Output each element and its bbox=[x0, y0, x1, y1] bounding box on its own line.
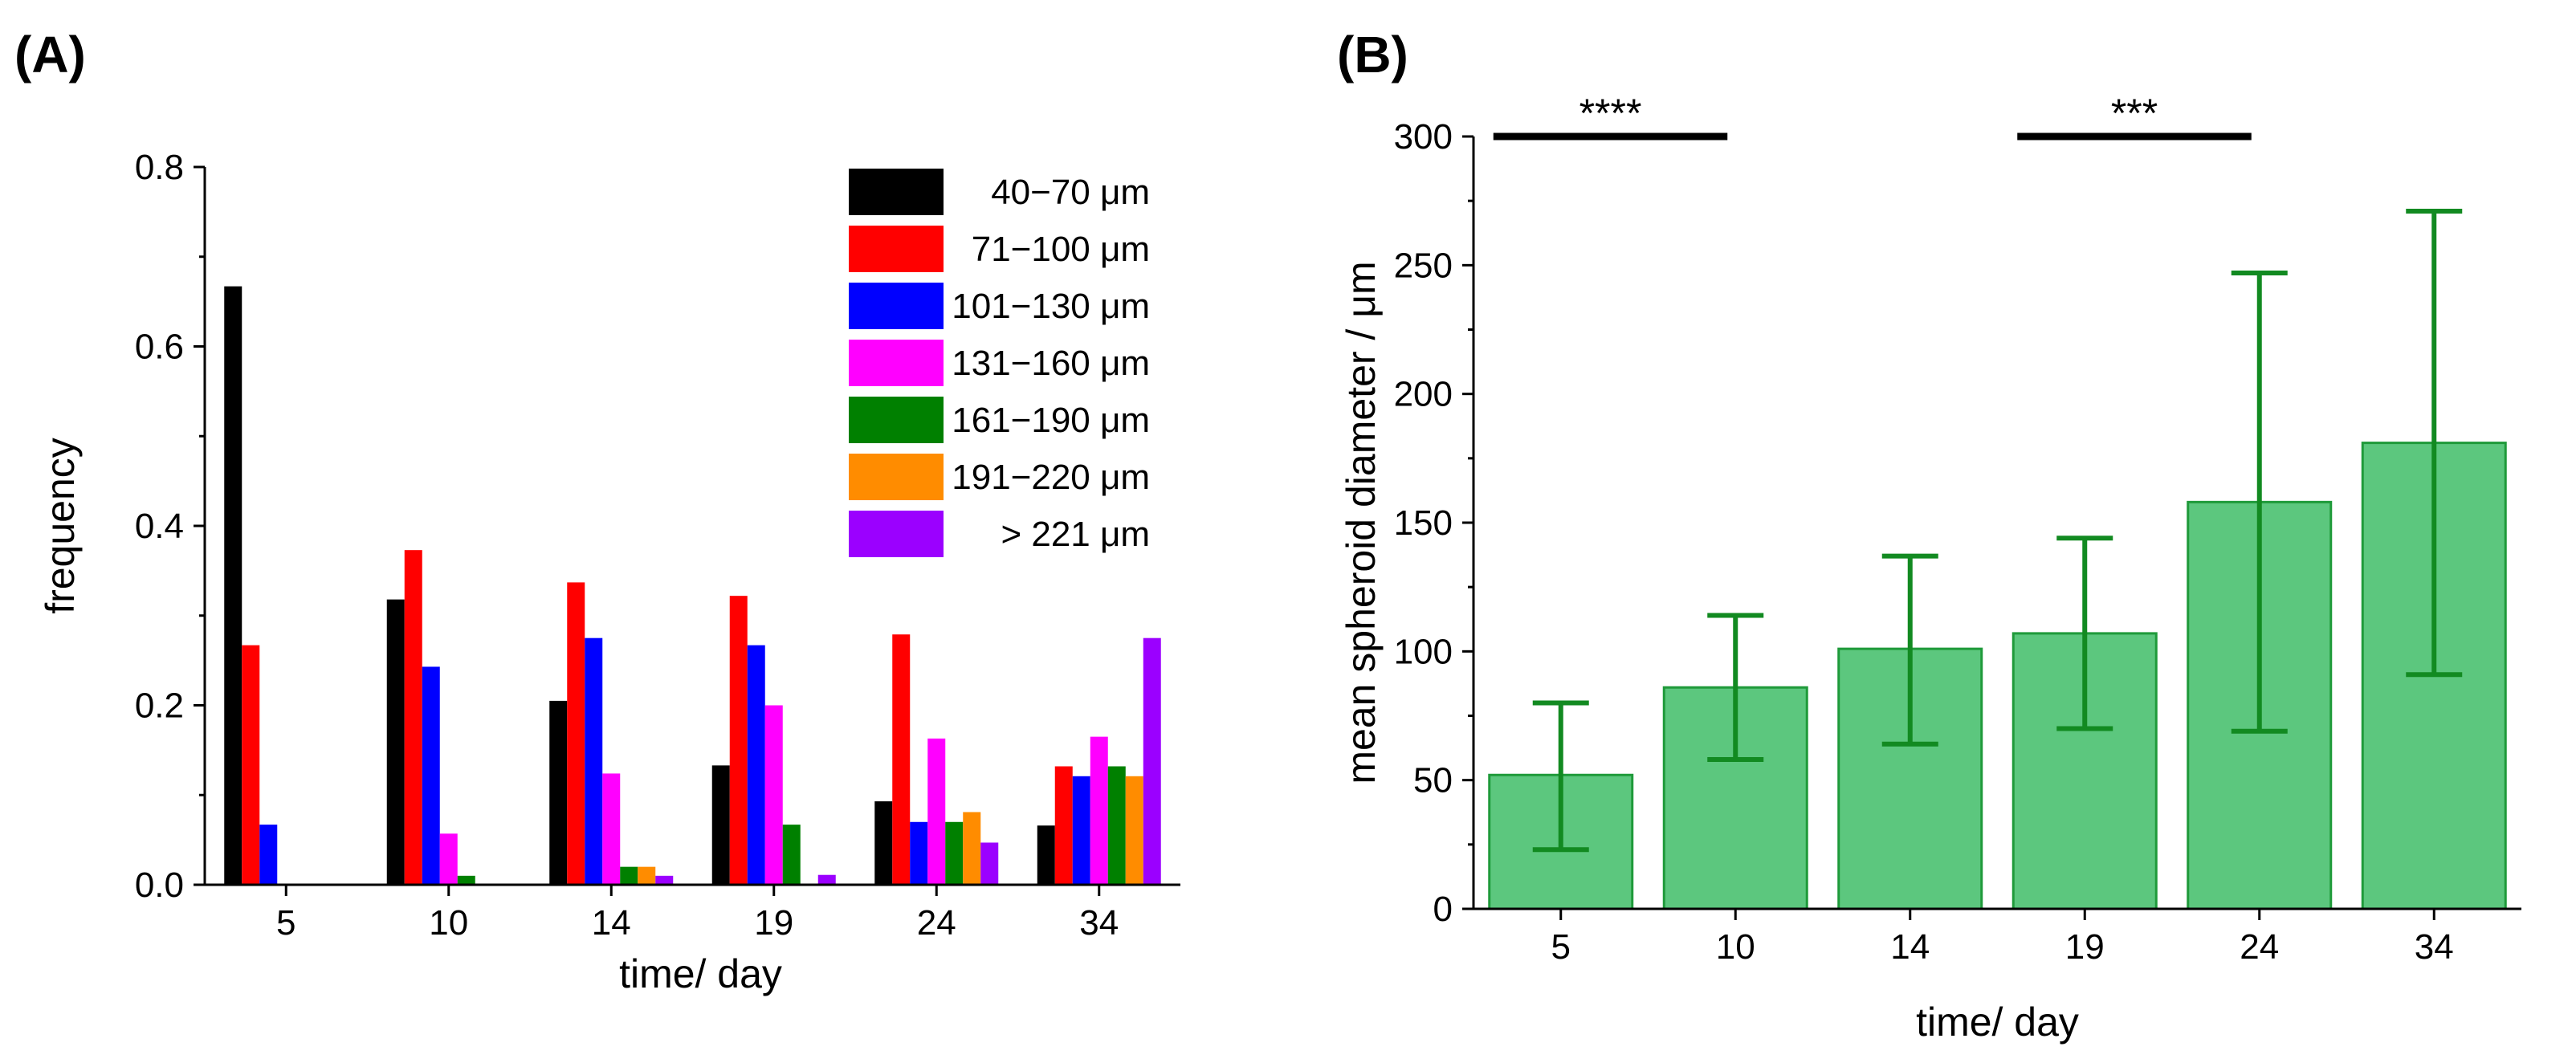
bar-10-series-3 bbox=[439, 833, 458, 885]
bar-10-series-2 bbox=[422, 666, 440, 885]
legend-label: 191−220 μm bbox=[952, 458, 1150, 497]
y-tick-label: 0.6 bbox=[135, 328, 184, 367]
legend-label: 40−70 μm bbox=[991, 173, 1150, 212]
bar-24-series-2 bbox=[910, 821, 928, 885]
bar-19-series-0 bbox=[711, 765, 730, 885]
chart-a-frequency-histogram: 0.0 0.2 0.4 0.6 0.8 5 10 14 19 24 34 time/ day frequ… bbox=[38, 148, 1180, 996]
bar-14-series-6 bbox=[655, 875, 674, 885]
x-tick-label: 24 bbox=[917, 903, 956, 943]
bar-34-series-2 bbox=[1072, 776, 1090, 885]
bar-5-series-2 bbox=[259, 825, 278, 885]
bar-34-series-1 bbox=[1054, 766, 1073, 885]
bar-14-series-1 bbox=[567, 582, 585, 885]
bar-34-series-0 bbox=[1037, 825, 1055, 885]
bar-14-series-2 bbox=[585, 637, 603, 885]
significance-label: **** bbox=[1579, 91, 1642, 136]
legend-swatch bbox=[849, 226, 944, 272]
x-tick-label: 34 bbox=[2415, 927, 2454, 967]
y-tick-label: 0.0 bbox=[135, 865, 184, 905]
bar-19-series-1 bbox=[729, 596, 748, 885]
panel-label-a: (A) bbox=[14, 26, 86, 83]
bar-19-series-2 bbox=[747, 645, 765, 885]
legend-label: 131−160 μm bbox=[952, 344, 1150, 383]
bar-24-series-4 bbox=[945, 821, 964, 885]
legend-swatch bbox=[849, 454, 944, 500]
bar-14-series-4 bbox=[620, 866, 638, 885]
panel-label-b: (B) bbox=[1337, 26, 1408, 83]
x-tick-label: 5 bbox=[1551, 927, 1571, 967]
y-tick-label: 150 bbox=[1394, 503, 1453, 543]
bar-24-series-1 bbox=[892, 634, 911, 885]
bar-19-series-4 bbox=[782, 825, 801, 885]
bar-24-series-3 bbox=[927, 738, 946, 885]
legend-swatch bbox=[849, 511, 944, 557]
bar-34-series-3 bbox=[1090, 736, 1108, 885]
chart-b-mean-diameter: 0 50 100 150 200 250 300 5 10 14 19 24 34 time/ day me… bbox=[1339, 91, 2521, 1045]
y-tick-label: 250 bbox=[1394, 246, 1453, 285]
y-tick-label: 50 bbox=[1413, 761, 1453, 800]
x-tick-label: 19 bbox=[754, 903, 793, 943]
y-tick-label: 0.4 bbox=[135, 507, 184, 546]
y-tick-label: 300 bbox=[1394, 117, 1453, 157]
bar-19-series-3 bbox=[764, 705, 783, 885]
bar-10-series-4 bbox=[457, 875, 475, 885]
legend-swatch bbox=[849, 397, 944, 443]
y-tick-label: 0 bbox=[1433, 890, 1453, 929]
x-axis-title: time/ day bbox=[619, 951, 782, 996]
bar-34-series-6 bbox=[1143, 637, 1161, 885]
bar-14-series-5 bbox=[638, 866, 656, 885]
y-tick-label: 200 bbox=[1394, 375, 1453, 414]
legend-swatch bbox=[849, 169, 944, 215]
y-axis-title: mean spheroid diameter / μm bbox=[1339, 261, 1384, 784]
bar-14-series-0 bbox=[549, 700, 568, 885]
y-axis-title: frequency bbox=[38, 438, 83, 614]
y-tick-label: 0.2 bbox=[135, 686, 184, 726]
x-tick-label: 19 bbox=[2065, 927, 2105, 967]
bar-5-series-1 bbox=[242, 645, 260, 885]
x-axis-title: time/ day bbox=[1916, 1000, 2079, 1045]
x-tick-label: 14 bbox=[1890, 927, 1930, 967]
bar-14-series-3 bbox=[602, 773, 621, 885]
y-tick-label: 100 bbox=[1394, 632, 1453, 671]
legend-swatch bbox=[849, 283, 944, 329]
bar-24-series-6 bbox=[980, 842, 999, 885]
x-tick-label: 24 bbox=[2240, 927, 2279, 967]
bar-19-series-6 bbox=[817, 874, 836, 885]
legend-label: 71−100 μm bbox=[972, 230, 1150, 269]
x-tick-label: 14 bbox=[592, 903, 631, 943]
x-tick-label: 5 bbox=[276, 903, 296, 943]
bar-34-series-4 bbox=[1107, 766, 1126, 885]
legend-label: 161−190 μm bbox=[952, 401, 1150, 440]
bar-10-series-1 bbox=[404, 550, 422, 885]
y-tick-label: 0.8 bbox=[135, 148, 184, 187]
bar-5-series-0 bbox=[224, 286, 243, 885]
bar-34-series-5 bbox=[1125, 776, 1143, 885]
x-tick-label: 34 bbox=[1079, 903, 1119, 943]
legend-label: 101−130 μm bbox=[952, 287, 1150, 326]
legend-swatch bbox=[849, 340, 944, 386]
x-tick-label: 10 bbox=[1716, 927, 1755, 967]
x-tick-label: 10 bbox=[429, 903, 468, 943]
bar-24-series-0 bbox=[874, 801, 893, 885]
bar-24-series-5 bbox=[963, 812, 981, 885]
significance-label: *** bbox=[2111, 91, 2158, 136]
bar-10-series-0 bbox=[386, 599, 405, 885]
legend-label: > 221 μm bbox=[1001, 515, 1150, 554]
